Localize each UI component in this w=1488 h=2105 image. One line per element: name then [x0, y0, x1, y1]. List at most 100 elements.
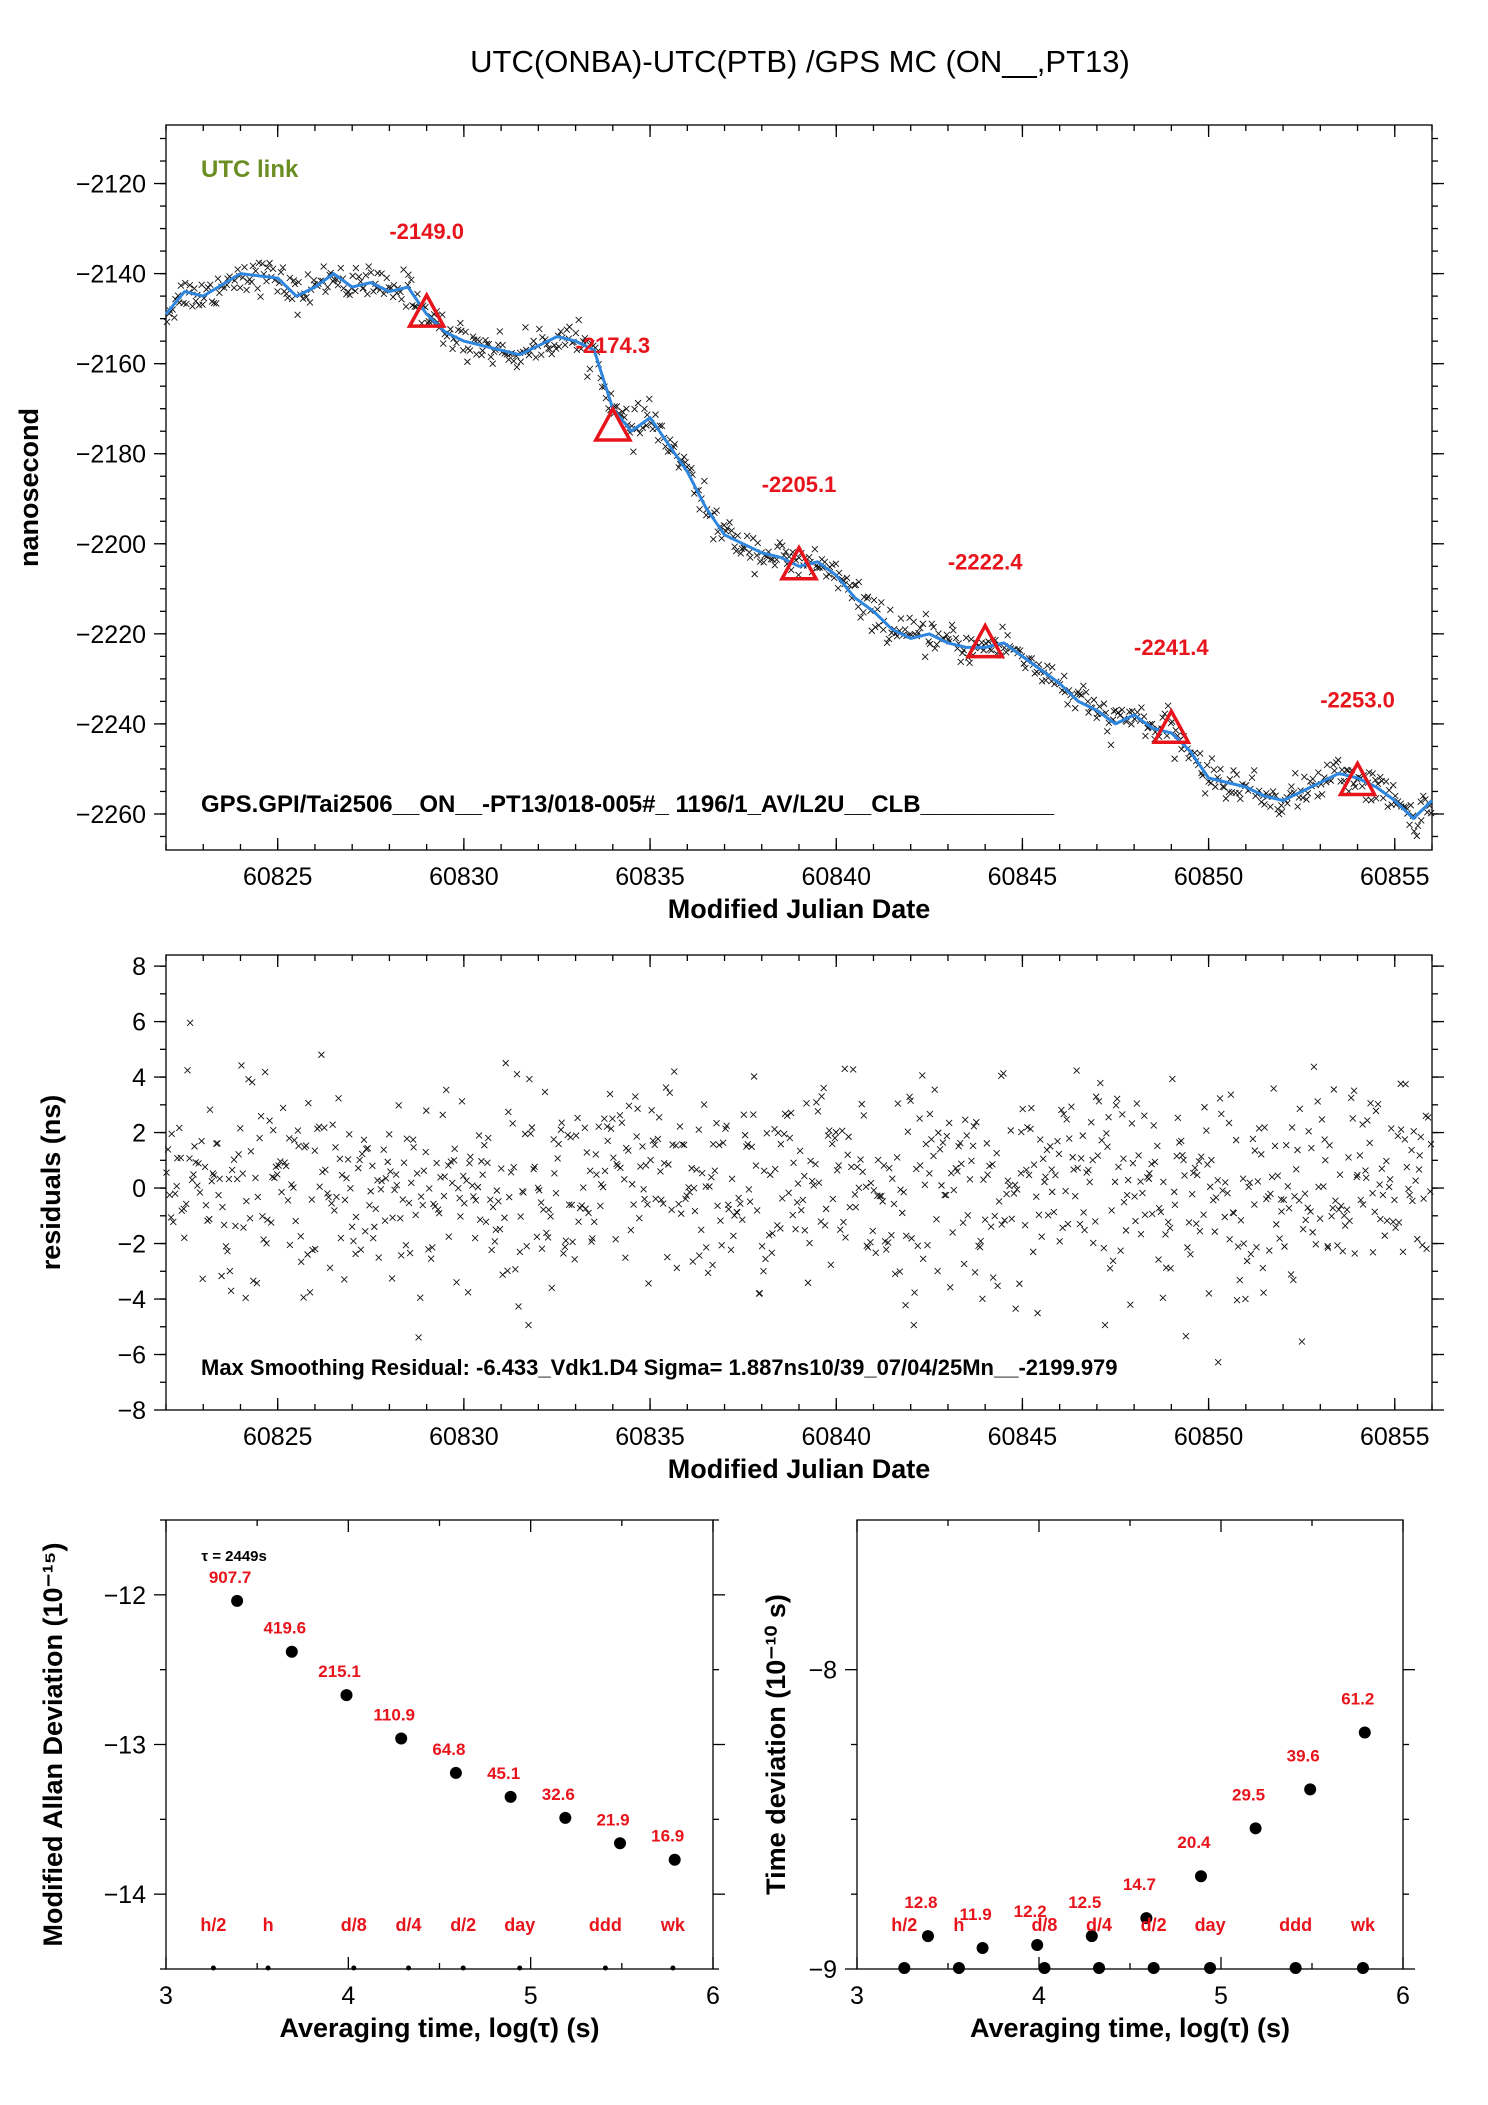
- data-point: [943, 631, 951, 639]
- residual-point: [1016, 1280, 1023, 1288]
- residual-point: [662, 1084, 670, 1091]
- residual-point: [968, 1157, 975, 1165]
- residual-point: [825, 1127, 833, 1134]
- residual-point: [338, 1171, 346, 1179]
- residual-point: [840, 1218, 847, 1226]
- residual-point: [318, 1051, 325, 1059]
- data-point: [163, 318, 171, 326]
- data-point: [966, 659, 973, 667]
- residual-point: [709, 1140, 717, 1148]
- residual-point: [1405, 1185, 1412, 1193]
- data-point: [1367, 796, 1375, 804]
- residual-point: [1216, 1095, 1224, 1102]
- residual-point: [1349, 1115, 1357, 1122]
- residual-point: [530, 1165, 537, 1173]
- data-point: [458, 327, 465, 335]
- residual-point: [325, 1193, 332, 1201]
- residual-point: [774, 1129, 782, 1137]
- residual-point: [420, 1167, 428, 1174]
- y-tick-label: −8: [117, 1397, 146, 1425]
- residual-point: [1265, 1247, 1273, 1254]
- figure-title: UTC(ONBA)-UTC(PTB) /GPS MC (ON__,PT13): [470, 44, 1130, 79]
- residual-point: [1171, 1201, 1179, 1209]
- residual-point: [1104, 1143, 1111, 1151]
- data-point: [349, 272, 356, 280]
- residual-point: [292, 1217, 299, 1225]
- data-point: [577, 345, 585, 353]
- deviation-point: [921, 1930, 934, 1943]
- residual-point: [554, 1155, 561, 1162]
- data-point: [1212, 783, 1219, 791]
- residual-point: [1150, 1122, 1158, 1129]
- data-point: [778, 542, 786, 550]
- data-point: [1002, 648, 1010, 656]
- residual-point: [1205, 1290, 1213, 1297]
- residual-point: [297, 1258, 305, 1266]
- residual-point: [1391, 1196, 1398, 1204]
- residual-point: [326, 1264, 334, 1272]
- time-marker-dot: [952, 1962, 965, 1974]
- footer-label: GPS.GPI/Tai2506__ON__-PT13/018-005#_ 119…: [201, 791, 1055, 818]
- residual-point: [918, 1072, 926, 1079]
- residual-point: [196, 1189, 204, 1196]
- data-point: [303, 294, 310, 301]
- residual-point: [878, 1192, 885, 1200]
- residual-point: [777, 1225, 784, 1232]
- residual-point: [1309, 1228, 1316, 1236]
- residual-point: [482, 1218, 490, 1226]
- deviation-point: [285, 1645, 298, 1658]
- time-marker-label: ddd: [589, 1915, 622, 1935]
- data-point: [728, 527, 735, 535]
- residual-point: [1023, 1166, 1030, 1174]
- residual-point: [1003, 1190, 1010, 1198]
- residual-point: [647, 1156, 654, 1164]
- residual-point: [572, 1132, 580, 1139]
- residual-point: [1374, 1100, 1382, 1108]
- residual-point: [1011, 1181, 1019, 1189]
- residual-point: [1302, 1216, 1309, 1224]
- residual-point: [1318, 1116, 1326, 1123]
- residual-point: [1055, 1150, 1063, 1158]
- residual-point: [384, 1158, 392, 1166]
- time-marker-label: d/4: [1086, 1915, 1112, 1935]
- time-marker-dot: [1204, 1962, 1217, 1974]
- data-point: [855, 578, 863, 586]
- residual-point: [796, 1147, 804, 1155]
- data-point: [1294, 803, 1301, 810]
- residual-point: [1232, 1136, 1240, 1144]
- residual-point: [513, 1070, 521, 1078]
- residual-point: [340, 1276, 348, 1283]
- residual-point: [257, 1112, 265, 1120]
- deviation-label: 21.9: [596, 1810, 629, 1829]
- residual-point: [261, 1068, 269, 1076]
- residual-point: [949, 1229, 957, 1236]
- x-axis-label: Averaging time, log(τ) (s): [279, 2013, 599, 2043]
- residual-point: [399, 1196, 407, 1203]
- data-point: [652, 411, 659, 418]
- residual-point: [497, 1165, 505, 1172]
- data-point: [1103, 727, 1111, 735]
- residual-point: [427, 1255, 435, 1262]
- data-point: [1022, 664, 1029, 672]
- residual-point: [224, 1247, 231, 1255]
- residual-point: [269, 1173, 276, 1181]
- residual-point: [1226, 1236, 1233, 1243]
- data-point: [1078, 691, 1085, 699]
- residual-point: [202, 1201, 210, 1209]
- data-point: [671, 440, 678, 448]
- residual-point: [1154, 1142, 1161, 1150]
- residual-point: [1219, 1187, 1226, 1194]
- residual-point: [228, 1166, 236, 1174]
- residual-point: [815, 1179, 823, 1186]
- residual-point: [762, 1255, 769, 1263]
- y-tick-label: −2140: [76, 261, 146, 289]
- residual-point: [735, 1194, 742, 1202]
- data-point: [334, 281, 342, 289]
- residual-point: [1389, 1218, 1397, 1226]
- data-point: [517, 358, 525, 366]
- residual-point: [1267, 1190, 1274, 1198]
- residual-point: [711, 1167, 719, 1175]
- time-marker-label: wk: [1350, 1915, 1376, 1935]
- data-point: [400, 266, 407, 273]
- residual-point: [381, 1217, 389, 1224]
